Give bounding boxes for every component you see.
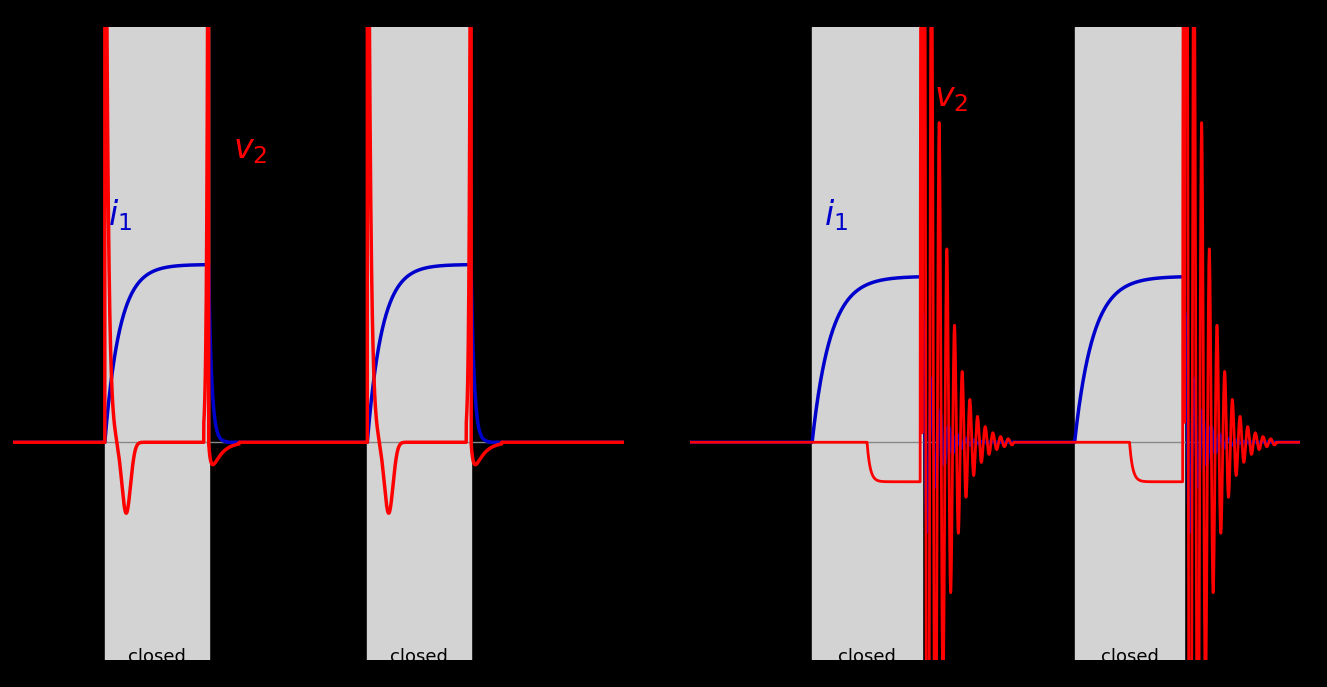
- Text: $i_1$: $i_1$: [824, 197, 848, 233]
- Text: $v_2$: $v_2$: [234, 133, 268, 166]
- Bar: [1075, 27, 1185, 660]
- Text: closed: closed: [839, 648, 896, 666]
- Bar: [368, 27, 471, 660]
- Text: closed: closed: [127, 648, 186, 666]
- Text: $i_1$: $i_1$: [107, 197, 131, 233]
- Text: closed: closed: [1100, 648, 1158, 666]
- Text: $v_2$: $v_2$: [934, 81, 969, 114]
- Text: closed: closed: [390, 648, 449, 666]
- Bar: [812, 27, 922, 660]
- Bar: [105, 27, 208, 660]
